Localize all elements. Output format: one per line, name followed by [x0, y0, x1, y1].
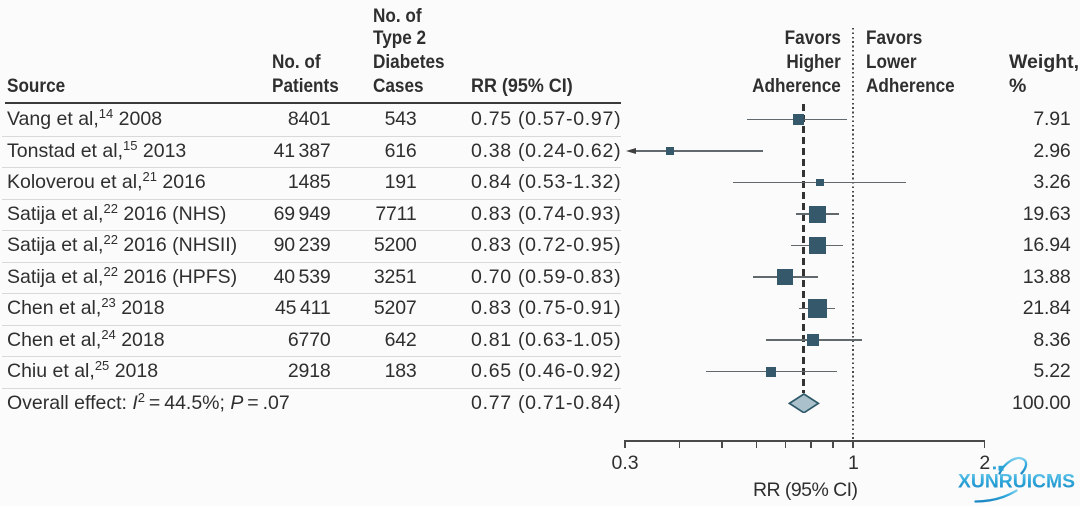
svg-text:XUNRUICMS: XUNRUICMS — [958, 470, 1075, 492]
